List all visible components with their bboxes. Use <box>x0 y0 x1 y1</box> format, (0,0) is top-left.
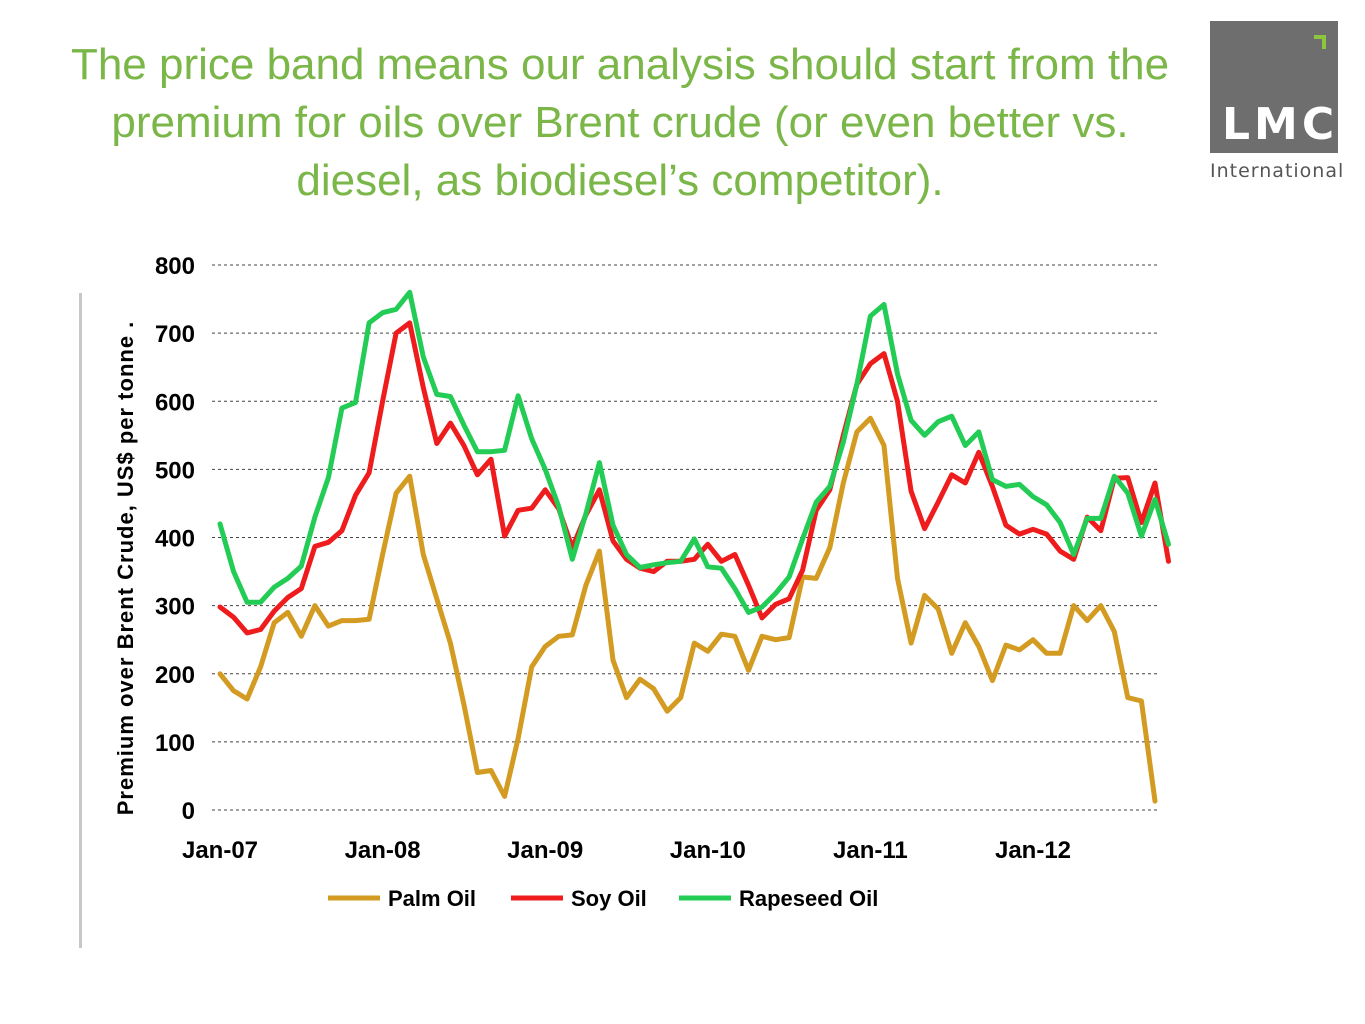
legend-label: Soy Oil <box>571 886 647 911</box>
y-tick-label: 200 <box>155 662 195 689</box>
lmc-logo: LMC <box>1210 21 1338 153</box>
y-tick-label: 700 <box>155 321 195 348</box>
x-tick-label: Jan-09 <box>507 837 583 864</box>
vertical-divider <box>79 293 82 948</box>
series-line-soy-oil <box>217 320 1171 636</box>
y-tick-label: 600 <box>155 389 195 416</box>
y-axis-label: Premium over Brent Crude, US$ per tonne … <box>113 321 138 816</box>
logo-wordmark: LMC <box>1222 99 1339 150</box>
legend: Palm Oil Soy Oil Rapeseed Oil <box>328 886 878 911</box>
x-tick-label: Jan-11 <box>833 837 908 864</box>
logo-subtitle: International <box>1210 160 1345 182</box>
x-tick-labels: Jan-07 Jan-08 Jan-09 Jan-10 Jan-11 Jan-12 <box>182 837 1071 864</box>
legend-label: Palm Oil <box>388 886 476 911</box>
grid-lines <box>212 264 1160 811</box>
y-tick-label: 500 <box>155 457 195 484</box>
logo-corner-mark <box>1314 35 1326 49</box>
y-tick-label: 300 <box>155 594 195 621</box>
series-line-palm-oil <box>217 415 1158 804</box>
x-tick-label: Jan-12 <box>995 837 1071 864</box>
y-tick-labels: 0 100 200 300 400 500 600 700 800 <box>155 253 195 825</box>
x-tick-label: Jan-08 <box>345 837 421 864</box>
slide-title: The price band means our analysis should… <box>70 40 1170 205</box>
x-tick-label: Jan-10 <box>670 837 746 864</box>
series-lines <box>217 289 1171 804</box>
legend-label: Rapeseed Oil <box>739 886 878 911</box>
y-tick-label: 100 <box>155 730 195 757</box>
y-tick-label: 800 <box>155 253 195 280</box>
x-tick-label: Jan-07 <box>182 837 258 864</box>
series-line-rapeseed-oil <box>217 289 1171 615</box>
y-tick-label: 0 <box>182 798 195 825</box>
y-tick-label: 400 <box>155 526 195 553</box>
